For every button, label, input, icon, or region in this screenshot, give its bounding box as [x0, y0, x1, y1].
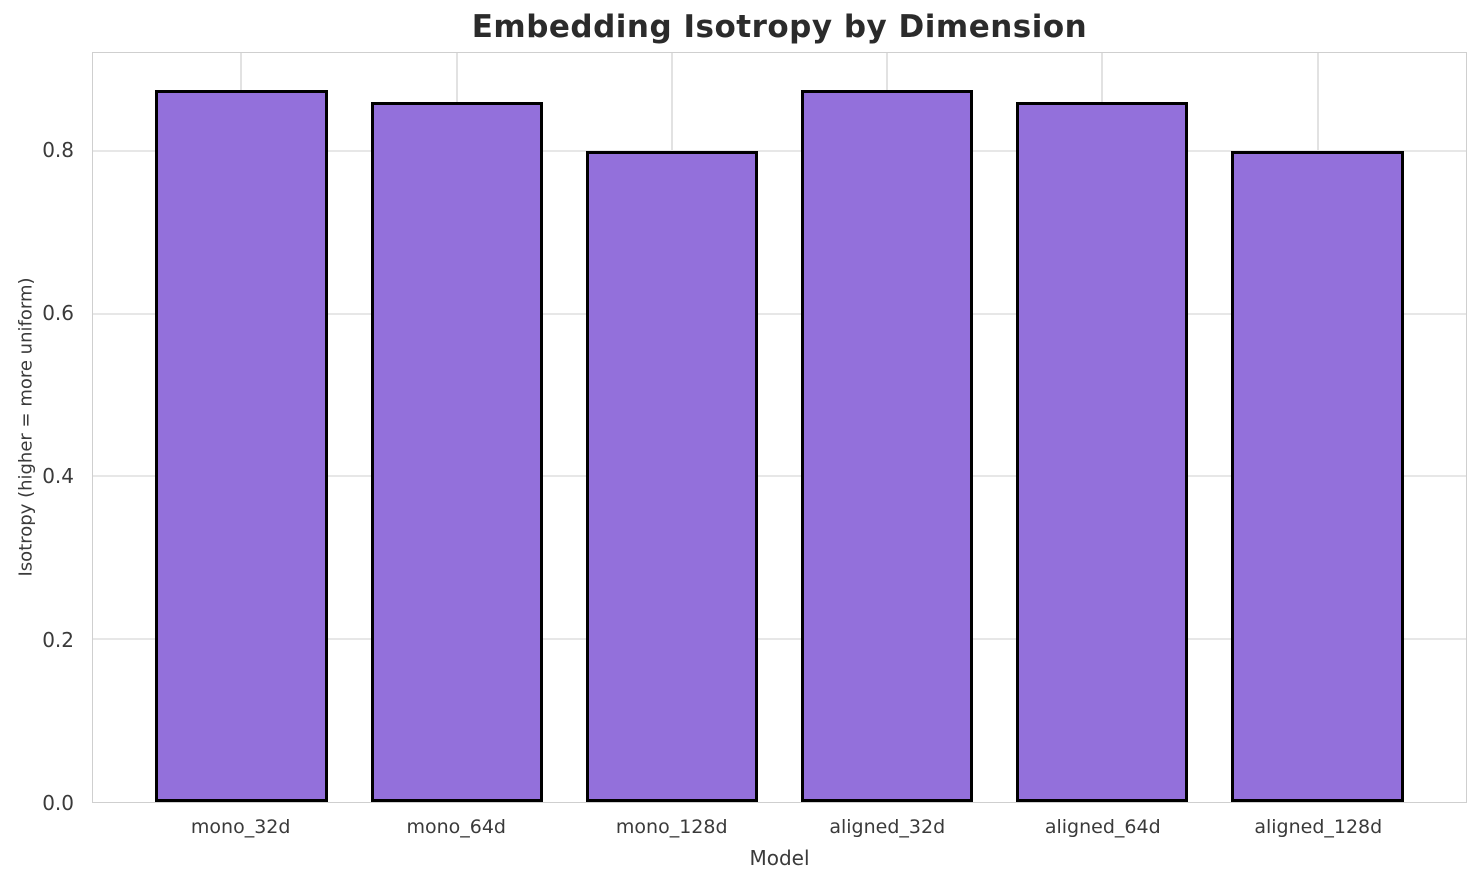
x-tick-label-aligned_32d: aligned_32d [829, 816, 946, 838]
y-tick-label: 0.0 [42, 791, 74, 815]
gridline-horizontal [93, 312, 1466, 315]
y-tick-label: 0.2 [42, 627, 74, 652]
plot-area [92, 52, 1467, 803]
bar-mono_32d [155, 89, 328, 802]
y-tick-label: 0.8 [42, 137, 74, 162]
x-tick-label-mono_128d: mono_128d [615, 816, 728, 838]
bar-mono_64d [370, 101, 543, 802]
x-axis-label: Model [749, 846, 810, 870]
gridline-horizontal [93, 638, 1466, 641]
x-tick-label-aligned_128d: aligned_128d [1254, 816, 1383, 838]
bar-aligned_128d [1231, 150, 1404, 802]
bar-aligned_64d [1016, 101, 1189, 802]
bar-aligned_32d [801, 89, 974, 802]
y-tick-label: 0.6 [42, 301, 74, 326]
gridline-horizontal [93, 475, 1466, 478]
chart-title: Embedding Isotropy by Dimension [471, 9, 1088, 45]
y-tick-label: 0.4 [42, 464, 74, 489]
x-tick-label-mono_32d: mono_32d [190, 816, 291, 838]
gridline-horizontal [93, 149, 1466, 152]
bar-mono_128d [585, 150, 758, 802]
x-tick-label-aligned_64d: aligned_64d [1044, 816, 1161, 838]
x-tick-label-mono_64d: mono_64d [406, 816, 506, 838]
